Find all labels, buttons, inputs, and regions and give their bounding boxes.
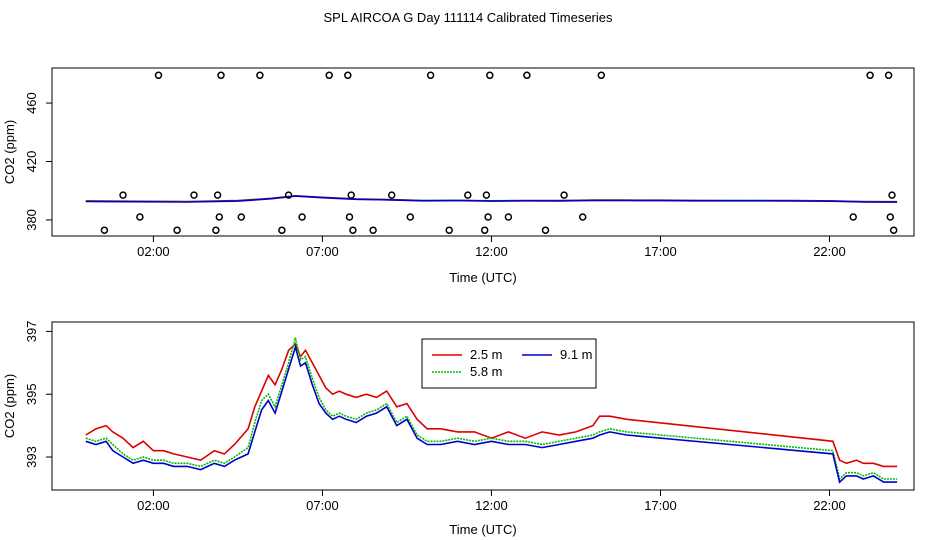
top-point (541, 226, 550, 234)
legend-label-9-1m: 9.1 m (560, 347, 593, 362)
legend-label-5-8m: 5.8 m (470, 364, 503, 379)
panel-bottom-ylabel: CO2 (ppm) (2, 374, 17, 438)
top-point (278, 226, 286, 234)
top-point (888, 191, 896, 199)
top-point (136, 213, 144, 221)
top-point (486, 71, 494, 80)
legend-label-2-5m: 2.5 m (470, 347, 503, 362)
top-point (889, 226, 898, 234)
top-point (237, 213, 246, 221)
top-point (256, 71, 264, 80)
top-point (173, 226, 181, 234)
panel-top: 02:00 07:00 12:00 17:00 22:00 380 420 460 Time … (2, 67, 915, 285)
bottom-xtick-label: 17:00 (644, 498, 677, 513)
top-point (426, 71, 435, 80)
top-point (578, 213, 587, 221)
bottom-xtick-label: 07:00 (306, 498, 339, 513)
top-point (154, 71, 163, 80)
top-point (217, 71, 225, 80)
panel-top-xlabel: Time (UTC) (449, 270, 516, 285)
top-point (212, 226, 220, 234)
top-point (484, 213, 492, 221)
top-point (347, 191, 355, 199)
top-point (190, 191, 198, 199)
bottom-series-5-8m (85, 337, 898, 481)
panel-top-frame (51, 67, 915, 237)
top-xtick-label: 22:00 (813, 244, 846, 259)
bottom-ytick-label: 393 (24, 446, 39, 468)
panel-bottom: 02:00 07:00 12:00 17:00 22:00 393 395 397 Time … (2, 321, 915, 537)
figure-title: SPL AIRCOA G Day 111114 Calibrated Times… (323, 10, 613, 25)
panel-bottom-frame (51, 321, 915, 491)
top-point (213, 191, 222, 199)
top-point (325, 71, 333, 80)
top-ytick-label: 460 (24, 92, 39, 114)
bottom-xtick-label: 22:00 (813, 498, 846, 513)
top-xtick-label: 07:00 (306, 244, 339, 259)
top-point (866, 71, 874, 80)
top-point (560, 191, 568, 199)
panel-bottom-xlabel: Time (UTC) (449, 522, 516, 537)
top-point (345, 213, 354, 221)
top-point (344, 71, 352, 80)
top-point (445, 226, 453, 234)
top-point (884, 71, 893, 80)
top-xtick-label: 02:00 (137, 244, 170, 259)
bottom-series-2-5m (85, 342, 898, 468)
bottom-ytick-label: 397 (24, 321, 39, 343)
top-point (886, 213, 895, 221)
top-xtick-label: 12:00 (475, 244, 508, 259)
top-point (349, 226, 357, 234)
top-point (100, 226, 109, 234)
top-point (406, 213, 415, 221)
top-point (119, 191, 127, 199)
top-point (387, 191, 396, 199)
top-xtick-label: 17:00 (644, 244, 677, 259)
top-point (464, 191, 472, 199)
top-ytick-label: 420 (24, 151, 39, 173)
bottom-series-9-1m (85, 344, 898, 484)
top-series-9-1m (85, 195, 898, 203)
legend-box (421, 338, 597, 389)
top-ytick-label: 380 (24, 209, 39, 231)
top-point (482, 191, 491, 199)
legend: 2.5 m 9.1 m 5.8 m (421, 338, 597, 389)
top-point (369, 226, 377, 234)
top-point (284, 191, 293, 199)
top-point (504, 213, 513, 221)
bottom-xtick-label: 02:00 (137, 498, 170, 513)
top-point (298, 213, 306, 221)
bottom-ytick-label: 395 (24, 383, 39, 405)
top-point (597, 71, 606, 80)
top-point (523, 71, 531, 80)
top-point (215, 213, 224, 221)
bottom-xtick-label: 12:00 (475, 498, 508, 513)
top-point (849, 213, 857, 221)
top-point (480, 226, 489, 234)
panel-top-ylabel: CO2 (ppm) (2, 120, 17, 184)
